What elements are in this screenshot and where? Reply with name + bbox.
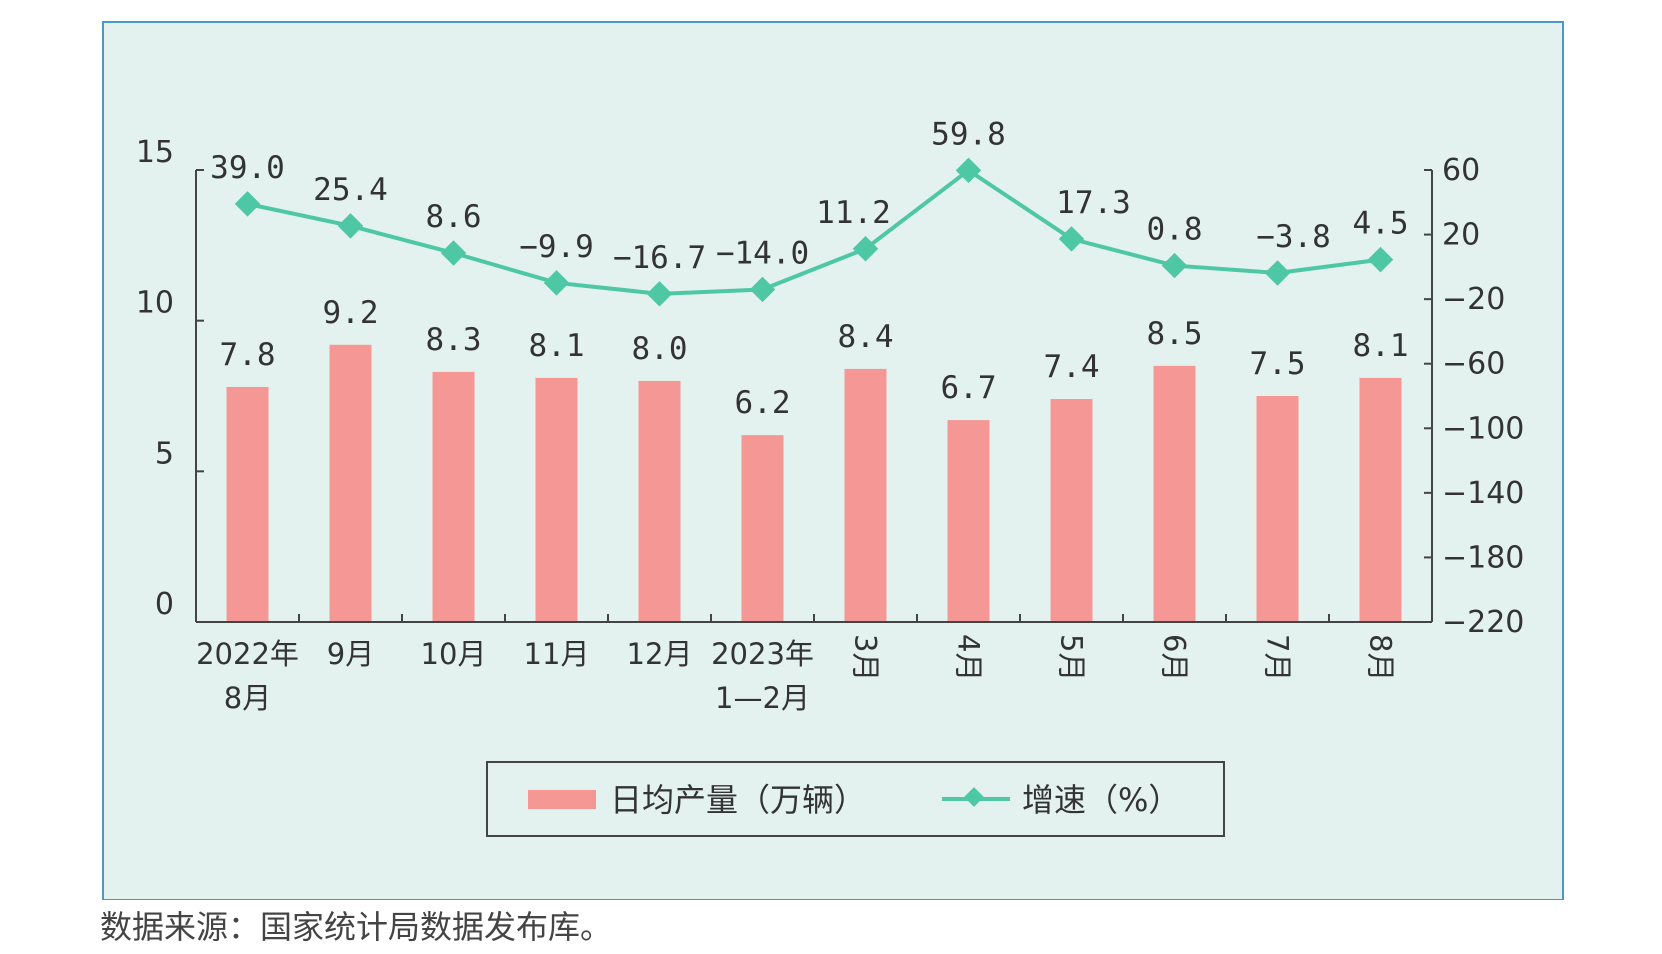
- bar-value-label: 9.2: [323, 295, 379, 331]
- y-left-tick-label: 10: [136, 286, 174, 321]
- line-value-label: 8.6: [426, 199, 482, 235]
- chart-background: [102, 21, 1564, 900]
- line-marker: [852, 236, 879, 262]
- y-right-tick-label: −20: [1442, 282, 1505, 317]
- line-marker: [646, 281, 673, 307]
- y-right-tick-label: −220: [1442, 605, 1524, 640]
- legend-box: [486, 761, 1225, 837]
- line-marker: [955, 157, 982, 184]
- x-category-label: 5月: [1055, 634, 1089, 681]
- line-marker: [440, 240, 467, 266]
- source-note: 数据来源：国家统计局数据发布库。: [100, 908, 613, 946]
- bar-value-label: 8.4: [838, 319, 894, 355]
- line-marker: [543, 270, 570, 296]
- legend-line-label: 增速（%）: [1022, 781, 1180, 819]
- line-value-label: 59.8: [931, 116, 1006, 152]
- x-category-label: 9月: [327, 637, 374, 671]
- growth-line: [247, 167, 1381, 296]
- legend-bar-label: 日均产量（万辆）: [610, 781, 866, 819]
- y-left-tick-label: 5: [155, 436, 174, 471]
- line-marker: [749, 276, 776, 303]
- bar-value-label: 7.8: [220, 337, 276, 373]
- line-value-label: 4.5: [1353, 206, 1409, 242]
- x-category-label: 1—2月: [715, 681, 810, 715]
- line-marker: [337, 213, 364, 239]
- bar: [1256, 396, 1299, 622]
- bar: [1050, 399, 1093, 622]
- line-value-label: 17.3: [1056, 185, 1131, 221]
- x-category-label: 6月: [1158, 634, 1192, 681]
- y-right-tick-label: 60: [1442, 153, 1480, 188]
- line-value-label: 0.8: [1147, 212, 1203, 248]
- bar-value-label: 6.7: [941, 370, 997, 406]
- line-series: [234, 157, 1394, 307]
- y-left-tick-label: 15: [136, 135, 174, 170]
- bar: [1153, 365, 1196, 622]
- x-category-label: 10月: [421, 637, 487, 671]
- line-value-label: −3.8: [1256, 219, 1331, 255]
- x-category-label: 12月: [627, 637, 693, 671]
- bar-value-label: 8.3: [426, 322, 482, 358]
- x-category-label: 2023年: [711, 637, 814, 671]
- bar: [1359, 377, 1402, 622]
- x-category-label: 8月: [1364, 634, 1398, 681]
- line-value-label: −9.9: [519, 229, 594, 265]
- bar-value-label: 8.1: [1353, 328, 1409, 364]
- bar-value-label: 7.4: [1044, 349, 1100, 385]
- bar: [844, 368, 887, 622]
- x-category-label: 4月: [952, 634, 986, 681]
- y-left-tick-label: 0: [155, 587, 174, 622]
- bar: [329, 344, 372, 622]
- y-right-tick-label: 20: [1442, 218, 1480, 253]
- x-category-label: 3月: [849, 634, 883, 681]
- x-category-label: 8月: [224, 681, 271, 715]
- y-right-tick-label: −180: [1442, 540, 1524, 575]
- x-category-label: 2022年: [196, 637, 299, 671]
- y-right-tick-label: −100: [1442, 411, 1524, 446]
- line-value-label: 25.4: [313, 172, 388, 208]
- bar: [535, 377, 578, 622]
- bar: [226, 386, 269, 622]
- line-value-label: 39.0: [210, 150, 285, 186]
- bar: [638, 380, 681, 622]
- legend-bar-swatch: [528, 790, 596, 809]
- bar-value-label: 8.0: [632, 331, 688, 367]
- bar-value-label: 6.2: [735, 385, 791, 421]
- data-labels: 7.8 9.2 8.3 8.1 8.0 6.2 8.4 6.7 7.4 8.5 7.5 8.1 39.0…: [210, 116, 1408, 421]
- combo-chart: 0 5 10 15 60 20 −20 −60 −100 −140 −180 −220 2022年 8月 9…: [102, 21, 1564, 900]
- chart-panel: 0 5 10 15 60 20 −20 −60 −100 −140 −180 −220 2022年 8月 9…: [102, 21, 1564, 900]
- axes: 0 5 10 15 60 20 −20 −60 −100 −140 −180 −220 2022年 8月 9…: [136, 135, 1525, 715]
- bar-series: [226, 344, 1402, 622]
- bar-value-label: 8.5: [1147, 316, 1203, 352]
- y-right-tick-label: −140: [1442, 476, 1524, 511]
- legend: 日均产量（万辆） 增速（%）: [486, 761, 1225, 837]
- y-right-tick-label: −60: [1442, 347, 1505, 382]
- line-value-label: −16.7: [613, 240, 706, 276]
- bar: [432, 371, 475, 622]
- line-value-label: 11.2: [816, 195, 891, 231]
- bar: [947, 420, 990, 622]
- bar-value-label: 7.5: [1250, 346, 1306, 382]
- x-category-label: 7月: [1261, 634, 1295, 681]
- x-category-label: 11月: [524, 637, 590, 671]
- bar: [741, 435, 784, 622]
- line-value-label: −14.0: [716, 235, 809, 271]
- bar-value-label: 8.1: [529, 328, 585, 364]
- legend-line-marker: [964, 787, 984, 807]
